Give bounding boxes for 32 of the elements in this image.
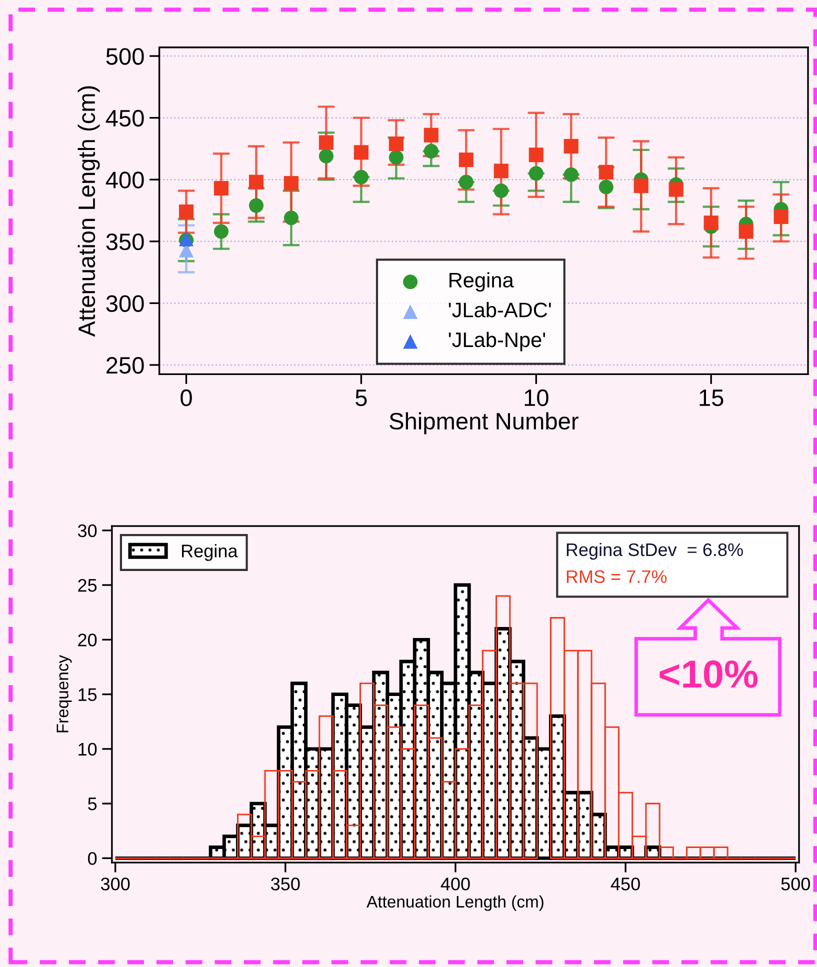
x-tick-label: 10 bbox=[524, 389, 548, 406]
y-tick-label: 400 bbox=[106, 172, 144, 188]
annotation: RMS = 7.7% bbox=[566, 570, 667, 584]
y-tick-label: 10 bbox=[78, 742, 97, 756]
x-tick-label: 15 bbox=[700, 390, 724, 406]
y-tick-label: 500 bbox=[106, 48, 144, 65]
y-tick-label: 350 bbox=[106, 233, 144, 250]
y-tick-label: 5 bbox=[88, 798, 97, 810]
y-axis-title: Frequency bbox=[56, 654, 72, 732]
y-axis-title: Attenuation Length (cm) bbox=[78, 86, 100, 337]
legend-label: 'JLab-Npe' bbox=[448, 332, 546, 352]
x-tick-label: 0 bbox=[180, 389, 192, 406]
x-tick-label: 350 bbox=[271, 878, 300, 890]
legend-label: Regina bbox=[450, 272, 514, 292]
y-tick-label: 20 bbox=[78, 634, 97, 646]
annotation: <10% bbox=[660, 660, 758, 688]
y-tick-label: 30 bbox=[78, 524, 97, 538]
x-tick-label: 450 bbox=[610, 878, 640, 890]
legend-label: Regina bbox=[182, 544, 238, 561]
y-tick-label: 15 bbox=[78, 688, 97, 702]
x-axis-title: Shipment Number bbox=[390, 412, 578, 434]
y-tick-label: 250 bbox=[106, 357, 144, 374]
annotation: Regina StDev = 6.8% bbox=[566, 542, 743, 560]
y-tick-label: 450 bbox=[106, 110, 144, 127]
x-axis-title: Attenuation Length (cm) bbox=[366, 895, 544, 911]
x-tick-label: 400 bbox=[440, 878, 470, 890]
x-tick-label: 5 bbox=[356, 390, 367, 406]
y-tick-label: 300 bbox=[106, 295, 144, 312]
legend-label: 'JLab-ADC' bbox=[448, 302, 551, 318]
y-tick-label: 0 bbox=[88, 852, 97, 865]
x-tick-label: 500 bbox=[781, 878, 810, 890]
y-tick-label: 25 bbox=[78, 578, 97, 592]
